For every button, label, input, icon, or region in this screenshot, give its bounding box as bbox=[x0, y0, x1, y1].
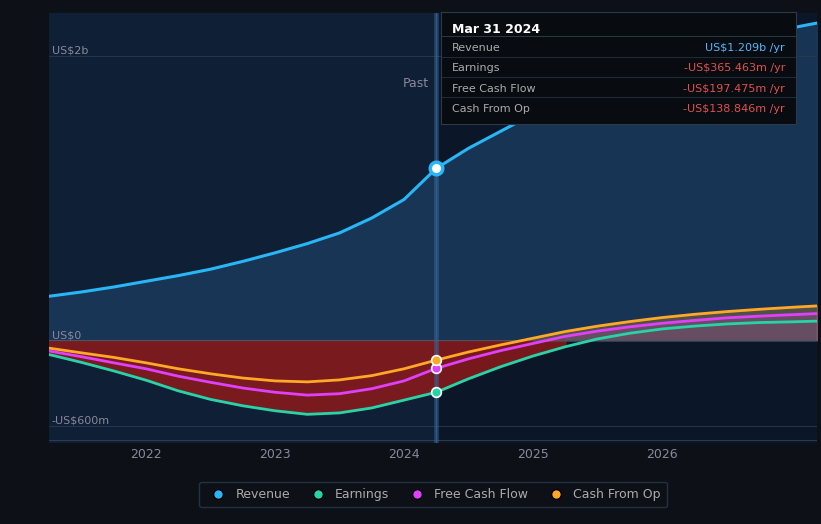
Bar bbox=[49, 13, 436, 443]
Legend: Revenue, Earnings, Free Cash Flow, Cash From Op: Revenue, Earnings, Free Cash Flow, Cash … bbox=[200, 482, 667, 507]
Text: Cash From Op: Cash From Op bbox=[452, 104, 530, 114]
Text: US$2b: US$2b bbox=[52, 46, 88, 56]
Text: Mar 31 2024: Mar 31 2024 bbox=[452, 23, 539, 36]
Text: US$0: US$0 bbox=[52, 330, 81, 341]
Text: -US$600m: -US$600m bbox=[52, 416, 110, 425]
Text: -US$365.463m /yr: -US$365.463m /yr bbox=[684, 63, 785, 73]
Text: Past: Past bbox=[402, 77, 429, 90]
Text: -US$138.846m /yr: -US$138.846m /yr bbox=[683, 104, 785, 114]
Bar bbox=[433, 13, 439, 443]
Text: Analysts Forecasts: Analysts Forecasts bbox=[444, 77, 561, 90]
Text: Earnings: Earnings bbox=[452, 63, 500, 73]
Text: Revenue: Revenue bbox=[452, 43, 500, 53]
Bar bbox=[436, 13, 817, 443]
Text: -US$197.475m /yr: -US$197.475m /yr bbox=[683, 84, 785, 94]
Text: US$1.209b /yr: US$1.209b /yr bbox=[705, 43, 785, 53]
Text: Free Cash Flow: Free Cash Flow bbox=[452, 84, 535, 94]
